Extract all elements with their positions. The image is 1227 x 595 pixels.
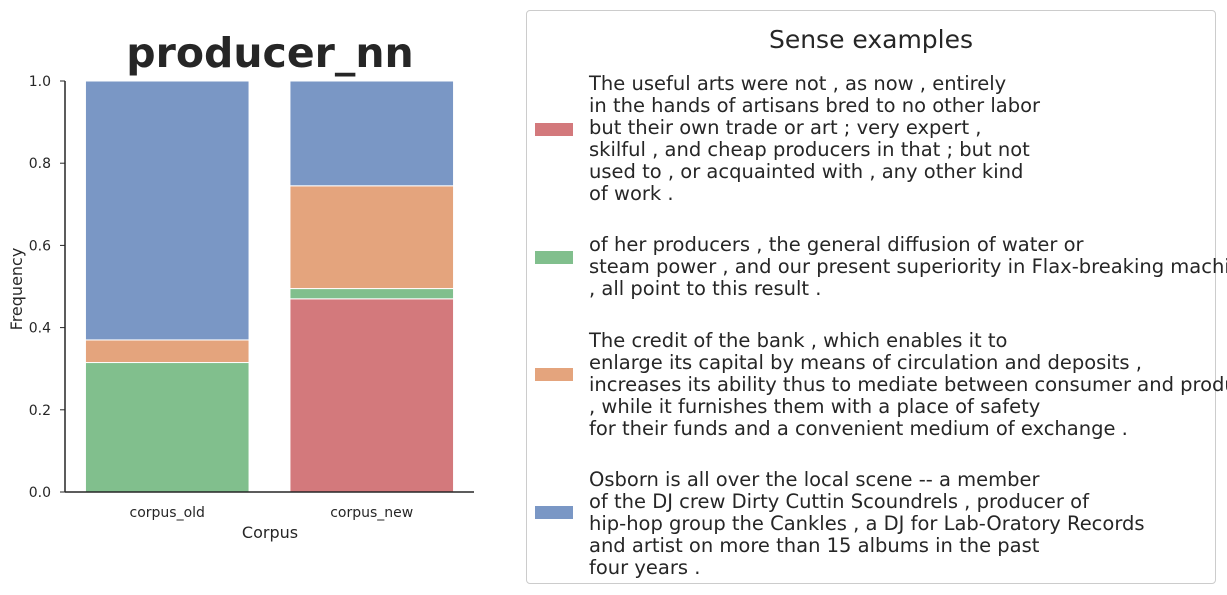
- x-ticks-group: corpus_old corpus_new: [130, 505, 414, 521]
- y-axis-label: Frequency: [7, 248, 26, 331]
- bar-segment-corpus_old-1: [84, 362, 250, 493]
- y-tick-label: 0.8: [29, 156, 51, 172]
- x-tick-label: corpus_old: [130, 505, 205, 521]
- legend-swatch-green: [535, 251, 573, 264]
- bars-group: [84, 80, 455, 493]
- y-tick-label: 0.6: [29, 238, 51, 254]
- legend: Sense examples The useful arts were not …: [526, 10, 1227, 584]
- legend-entry-text: of her producers , the general diffusion…: [589, 233, 1227, 300]
- legend-entry-text: The useful arts were not , as now , enti…: [589, 72, 1041, 205]
- legend-entry-text: Osborn is all over the local scene -- a …: [589, 468, 1145, 579]
- bar-segment-corpus_new-0: [289, 298, 455, 493]
- y-tick-label: 0.0: [29, 485, 51, 501]
- y-tick-label: 1.0: [29, 74, 51, 90]
- bar-segment-corpus_new-3: [289, 80, 455, 187]
- x-axis-label: Corpus: [242, 523, 298, 542]
- legend-swatch-red: [535, 123, 573, 136]
- chart-title: producer_nn: [126, 29, 413, 77]
- legend-swatch-orange: [535, 368, 573, 381]
- legend-entry-text: The credit of the bank , which enables i…: [589, 329, 1227, 440]
- bar-segment-corpus_new-2: [289, 185, 455, 290]
- legend-swatch-blue: [535, 506, 573, 519]
- bar-segment-corpus_new-1: [289, 288, 455, 300]
- bar-segment-corpus_old-2: [84, 339, 250, 364]
- y-tick-label: 0.2: [29, 403, 51, 419]
- x-tick-label: corpus_new: [330, 505, 413, 521]
- y-tick-label: 0.4: [29, 321, 51, 337]
- stacked-bar-chart: producer_nn 0.0 0.2 0.4 0.6 0.8 1.0 corpus_ol…: [7, 29, 474, 542]
- y-ticks-group: 0.0 0.2 0.4 0.6 0.8 1.0: [29, 74, 65, 501]
- bar-segment-corpus_old-3: [84, 80, 250, 341]
- legend-title: Sense examples: [768, 25, 974, 54]
